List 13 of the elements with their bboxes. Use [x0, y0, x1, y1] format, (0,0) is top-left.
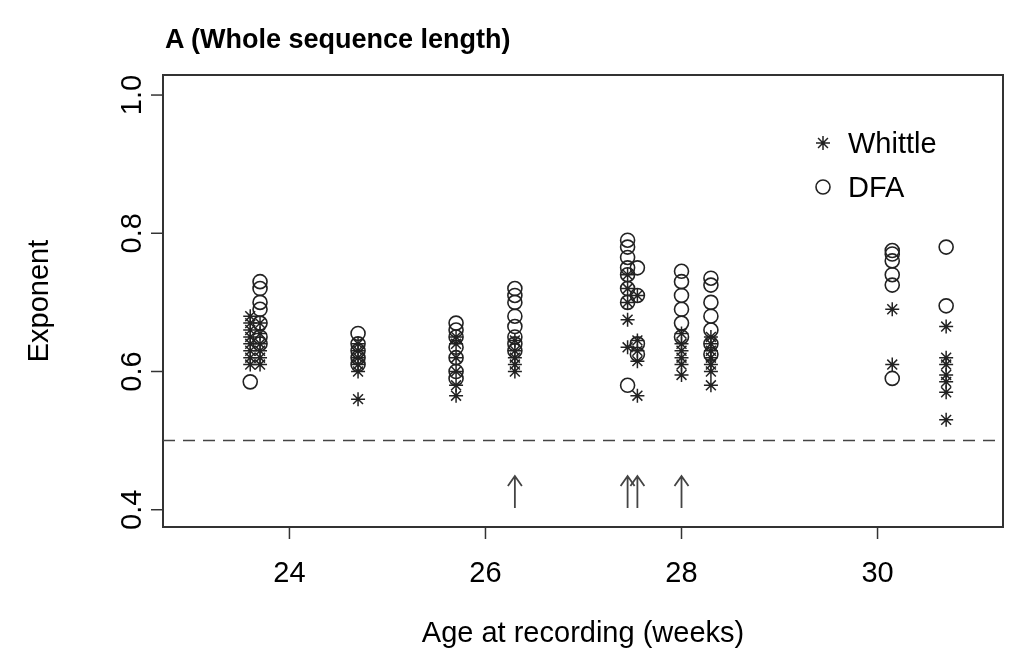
y-tick-label: 0.8 [115, 213, 147, 254]
x-tick-label: 24 [273, 556, 306, 588]
x-axis-title: Age at recording (weeks) [421, 616, 745, 648]
legend-label: DFA [848, 171, 906, 203]
legend-label: Whittle [848, 127, 937, 159]
y-tick-label: 0.6 [115, 351, 147, 392]
chart-title: A (Whole sequence length) [165, 24, 511, 54]
y-axis-title: Exponent [22, 239, 54, 363]
x-tick-label: 28 [665, 556, 698, 588]
x-tick-label: 26 [469, 556, 502, 588]
x-tick-label: 30 [861, 556, 894, 588]
y-tick-label: 1.0 [115, 74, 147, 116]
y-tick-label: 0.4 [115, 489, 147, 530]
